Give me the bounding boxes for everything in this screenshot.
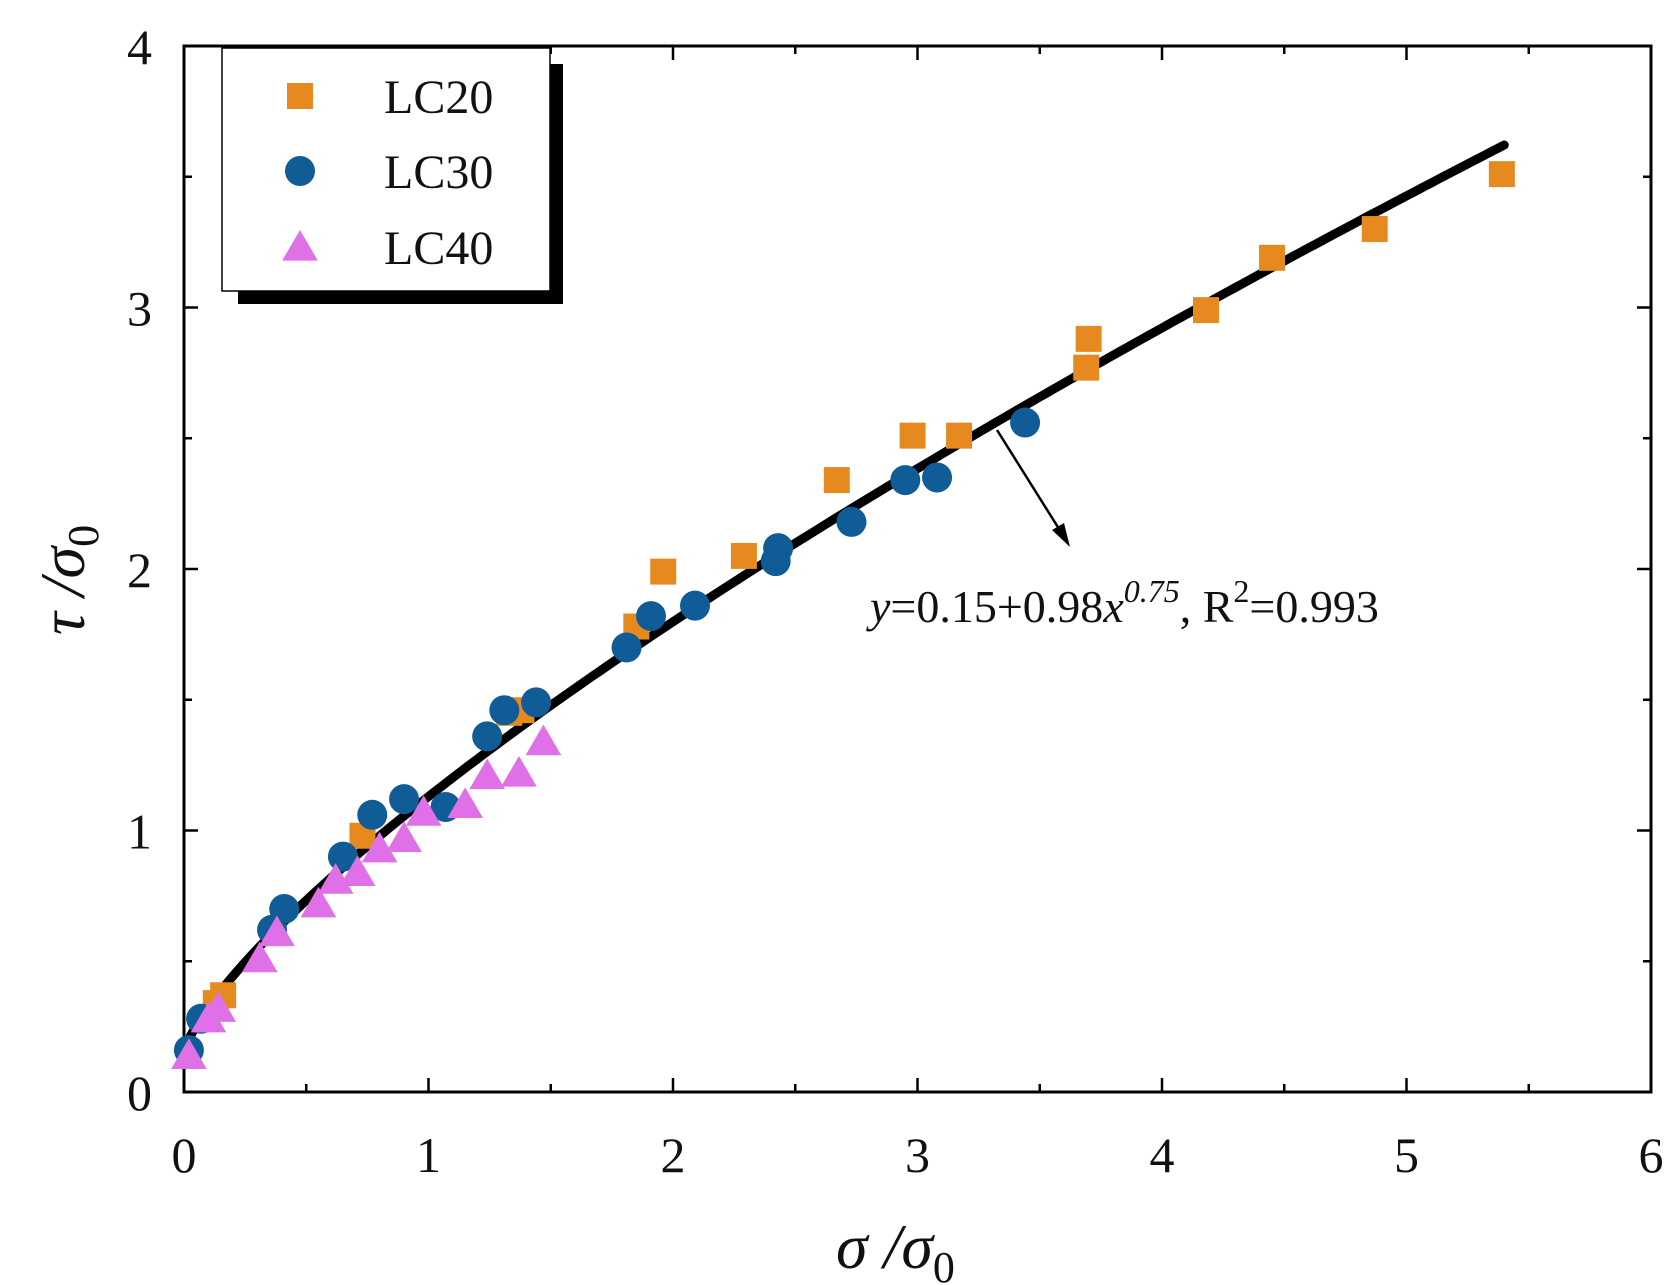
point-lc20 [730, 542, 757, 569]
point-lc30 [1010, 407, 1041, 438]
point-lc30 [357, 799, 388, 830]
y-axis-title-main: τ /σ [27, 544, 98, 635]
eq-r-exp: 2 [1233, 573, 1249, 609]
point-lc20 [1193, 297, 1220, 324]
x-tick-label: 2 [661, 1127, 686, 1183]
point-lc20 [1488, 161, 1515, 188]
point-lc30 [389, 784, 420, 815]
x-tick-label: 3 [905, 1127, 930, 1183]
point-lc30 [635, 601, 666, 632]
point-lc30 [763, 533, 794, 564]
y-tick-label: 0 [127, 1065, 152, 1121]
y-tick-label: 3 [127, 281, 152, 337]
eq-x: x [1102, 581, 1124, 632]
y-tick-label: 1 [127, 804, 152, 860]
x-axis-title: σ /σ0 [836, 1211, 955, 1285]
y-axis-title-sub: 0 [59, 525, 108, 547]
x-tick-label: 4 [1150, 1127, 1175, 1183]
point-lc30 [611, 632, 642, 663]
data-points [171, 161, 1515, 1069]
eq-part3: =0.993 [1249, 581, 1378, 632]
point-lc40 [300, 886, 337, 918]
point-lc20 [823, 467, 850, 494]
y-axis-title: τ /σ0 [27, 525, 108, 635]
point-lc30 [922, 462, 953, 493]
legend-label-lc30: LC30 [384, 146, 493, 199]
fit-equation: y=0.15+0.98x0.75, R2=0.993 [866, 573, 1379, 632]
y-tick-label: 4 [127, 19, 152, 75]
x-tick-label: 5 [1394, 1127, 1419, 1183]
point-lc40 [200, 991, 237, 1022]
point-lc20 [899, 422, 926, 449]
point-lc40 [317, 863, 354, 894]
legend-markers [282, 83, 318, 261]
legend: LC20 LC30 LC40 [221, 47, 563, 304]
point-lc20 [1361, 216, 1388, 243]
point-lc40 [241, 941, 278, 973]
eq-exp: 0.75 [1124, 573, 1180, 609]
point-lc30 [836, 506, 867, 537]
legend-marker-lc20 [287, 83, 313, 109]
point-lc40 [339, 855, 376, 886]
point-lc40 [469, 758, 506, 790]
eq-part2: , R [1180, 581, 1234, 632]
eq-part1: =0.15+0.98 [890, 581, 1103, 632]
point-lc30 [489, 695, 520, 726]
legend-box [221, 47, 551, 292]
axis-ticks [182, 44, 1653, 1094]
point-lc30 [269, 893, 300, 924]
equation-arrow [995, 429, 1070, 547]
point-lc40 [259, 915, 295, 947]
point-lc20 [1075, 325, 1102, 352]
legend-label-lc40: LC40 [384, 222, 493, 275]
point-lc40 [386, 821, 422, 852]
x-tick-label: 6 [1639, 1127, 1664, 1183]
point-lc20 [1073, 354, 1100, 381]
series-lc40 [171, 724, 562, 1069]
point-lc20 [650, 558, 677, 585]
point-lc40 [525, 724, 562, 756]
point-lc40 [405, 795, 442, 826]
x-tick-label: 1 [416, 1127, 441, 1183]
y-tick-label: 2 [127, 542, 152, 598]
legend-label-lc20: LC20 [384, 71, 493, 124]
point-lc40 [501, 755, 537, 787]
x-axis-title-main: σ /σ [836, 1211, 935, 1282]
point-lc30 [890, 465, 921, 496]
point-lc20 [1259, 244, 1286, 271]
x-tick-label: 0 [172, 1127, 197, 1183]
point-lc40 [171, 1038, 207, 1069]
eq-y: y [866, 581, 891, 632]
legend-marker-lc30 [285, 156, 315, 186]
axis-tick-labels: 0 1 2 3 4 5 6 0 1 2 3 4 [127, 19, 1664, 1183]
point-lc30 [680, 590, 711, 621]
point-lc40 [447, 787, 484, 818]
point-lc40 [361, 831, 398, 863]
legend-marker-lc40 [282, 230, 318, 261]
x-axis-title-sub: 0 [933, 1243, 955, 1285]
point-lc30 [521, 687, 552, 718]
point-lc30 [472, 721, 503, 752]
point-lc20 [946, 422, 973, 449]
